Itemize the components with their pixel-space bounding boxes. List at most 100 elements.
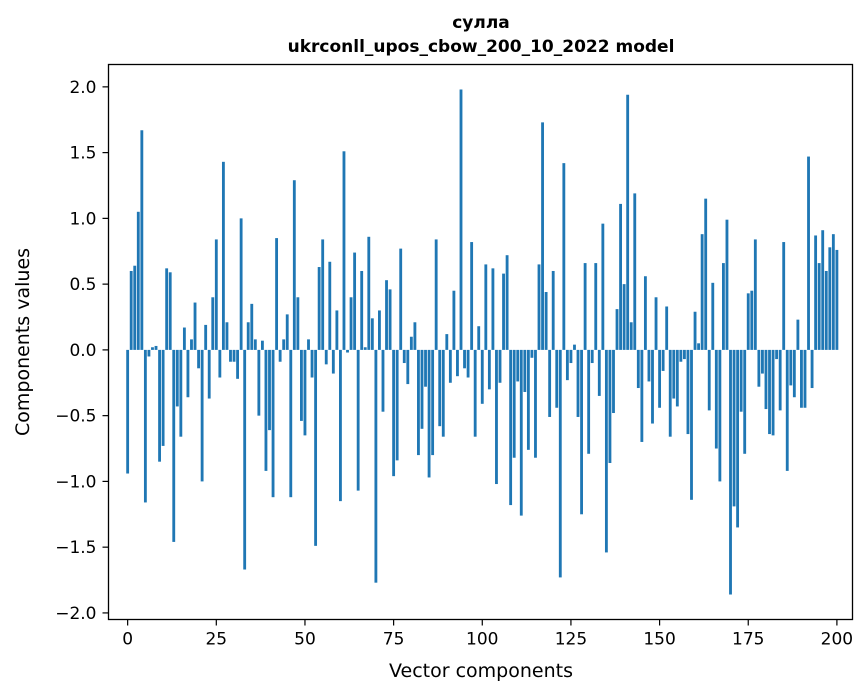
bar <box>583 263 587 350</box>
bar <box>672 349 676 399</box>
bar <box>519 349 523 516</box>
bar <box>697 343 701 350</box>
bar <box>402 349 406 364</box>
bar <box>576 349 580 417</box>
bar <box>342 151 346 350</box>
bar <box>658 349 662 408</box>
bar <box>413 322 417 350</box>
bar <box>495 349 498 485</box>
bar <box>459 89 463 350</box>
bar <box>753 239 757 350</box>
chart-title: сулла <box>452 13 510 33</box>
bar <box>569 349 573 364</box>
bar <box>643 276 647 350</box>
bar <box>335 310 339 350</box>
bar <box>452 290 456 350</box>
y-tick-label: 2.0 <box>69 78 96 98</box>
bar <box>392 349 396 477</box>
bar <box>441 349 445 437</box>
bar <box>679 349 683 362</box>
bar <box>151 347 154 350</box>
bar <box>314 349 318 546</box>
bar <box>782 242 786 350</box>
bar <box>218 349 222 378</box>
bar <box>331 349 335 374</box>
bar <box>158 349 161 462</box>
bar <box>133 265 137 350</box>
bar <box>768 349 771 435</box>
bar <box>165 268 169 350</box>
bar <box>526 349 530 450</box>
bar <box>729 349 732 595</box>
bar <box>154 345 158 350</box>
bar <box>743 349 747 454</box>
bar <box>275 238 279 350</box>
bar <box>370 318 374 350</box>
chart-subtitle: ukrconll_upos_cbow_200_10_2022 model <box>288 37 675 57</box>
bar <box>707 349 711 411</box>
bar <box>243 349 247 570</box>
bar <box>654 297 658 350</box>
y-tick-label: −0.5 <box>55 407 96 427</box>
bar <box>427 349 431 478</box>
x-tick-label: 200 <box>821 630 853 650</box>
bar <box>509 349 513 506</box>
x-tick-label: 150 <box>643 630 675 650</box>
bar <box>505 255 509 350</box>
bar <box>612 349 615 414</box>
bar <box>800 349 803 408</box>
x-tick-label: 50 <box>294 630 316 650</box>
bar <box>824 270 828 350</box>
x-tick-label: 125 <box>555 630 587 650</box>
bar <box>502 273 505 350</box>
bar <box>587 349 591 454</box>
bar <box>778 349 782 411</box>
bar <box>668 349 672 437</box>
bar <box>250 303 254 350</box>
x-tick-label: 175 <box>732 630 764 650</box>
bar <box>126 349 130 474</box>
bar <box>647 349 651 382</box>
bar <box>378 310 381 350</box>
bar <box>360 270 364 350</box>
bar <box>757 349 761 387</box>
bar <box>629 322 633 350</box>
bar <box>690 349 693 500</box>
bar <box>796 319 800 350</box>
bar <box>466 349 470 378</box>
bar <box>534 349 537 458</box>
x-axis-ticks: 0 25 50 75 100 125 150 175 200 <box>122 619 853 650</box>
bar <box>253 339 257 350</box>
bar <box>434 239 438 350</box>
bar <box>353 252 357 350</box>
bar <box>523 349 527 392</box>
bar <box>622 284 626 350</box>
bar <box>831 234 835 350</box>
bar <box>143 349 147 503</box>
bar <box>537 264 541 350</box>
bar <box>463 349 466 369</box>
bar <box>292 180 296 350</box>
plot-area-frame <box>107 63 854 621</box>
bar <box>544 292 548 350</box>
bar <box>399 248 403 350</box>
bar <box>636 349 640 389</box>
bar <box>200 349 204 482</box>
bar <box>477 326 481 350</box>
bar <box>307 339 310 350</box>
bar <box>693 311 697 350</box>
bar <box>718 349 722 482</box>
bar <box>448 349 452 383</box>
bar <box>810 349 814 389</box>
bar <box>438 349 442 427</box>
bar <box>136 211 140 350</box>
y-tick-label: −1.0 <box>55 472 96 492</box>
bar <box>594 263 598 350</box>
bar <box>388 289 392 350</box>
bar <box>225 322 229 350</box>
bar <box>381 349 385 412</box>
bar <box>473 349 477 437</box>
bar <box>785 349 789 471</box>
bar <box>558 349 562 578</box>
bar <box>722 263 725 350</box>
